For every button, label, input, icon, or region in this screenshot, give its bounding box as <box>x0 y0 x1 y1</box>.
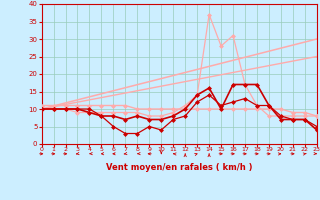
X-axis label: Vent moyen/en rafales ( km/h ): Vent moyen/en rafales ( km/h ) <box>106 163 252 172</box>
